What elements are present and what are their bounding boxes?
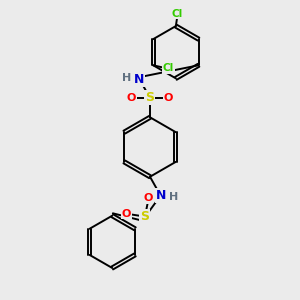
- Text: N: N: [134, 73, 144, 86]
- Text: S: S: [140, 210, 149, 223]
- Text: O: O: [164, 93, 173, 103]
- Text: O: O: [143, 193, 153, 203]
- Text: N: N: [156, 189, 166, 202]
- Text: O: O: [127, 93, 136, 103]
- Text: S: S: [146, 92, 154, 104]
- Text: O: O: [122, 208, 131, 219]
- Text: H: H: [169, 192, 178, 202]
- Text: Cl: Cl: [162, 63, 174, 73]
- Text: H: H: [122, 73, 131, 83]
- Text: Cl: Cl: [172, 9, 183, 19]
